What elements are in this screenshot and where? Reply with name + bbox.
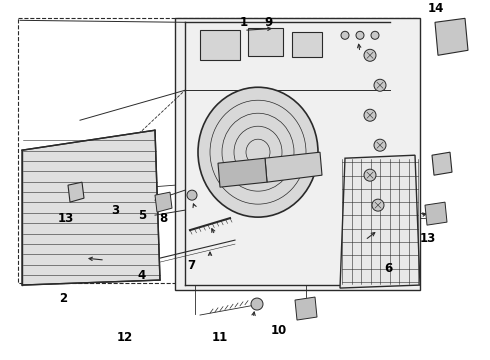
Ellipse shape: [198, 87, 318, 217]
Polygon shape: [432, 152, 452, 175]
Circle shape: [374, 139, 386, 151]
Polygon shape: [435, 18, 468, 55]
Polygon shape: [340, 155, 420, 288]
Bar: [18, 18, 418, 283]
Circle shape: [364, 49, 376, 61]
Text: 5: 5: [138, 209, 146, 222]
Polygon shape: [68, 182, 84, 202]
Bar: [175, 18, 420, 290]
Text: 8: 8: [159, 212, 167, 225]
Text: 13: 13: [420, 231, 436, 244]
Text: 7: 7: [187, 258, 195, 271]
Circle shape: [374, 79, 386, 91]
Bar: [200, 30, 240, 60]
Polygon shape: [218, 158, 267, 187]
Text: 2: 2: [59, 292, 67, 305]
Bar: [292, 32, 322, 57]
Circle shape: [371, 31, 379, 39]
Text: 12: 12: [117, 330, 133, 343]
Text: 4: 4: [138, 269, 146, 282]
Circle shape: [187, 190, 197, 200]
Circle shape: [341, 31, 349, 39]
Circle shape: [364, 109, 376, 121]
Polygon shape: [295, 297, 317, 320]
Polygon shape: [265, 152, 322, 182]
Polygon shape: [425, 202, 447, 225]
Circle shape: [251, 298, 263, 310]
Circle shape: [372, 199, 384, 211]
Bar: [248, 28, 283, 56]
Text: 13: 13: [58, 212, 74, 225]
Polygon shape: [22, 130, 160, 285]
Circle shape: [356, 31, 364, 39]
Text: 11: 11: [212, 330, 228, 343]
Circle shape: [364, 169, 376, 181]
Text: 9: 9: [264, 16, 272, 29]
Text: 10: 10: [271, 324, 287, 337]
Text: 3: 3: [111, 204, 119, 217]
Text: 6: 6: [384, 262, 392, 275]
Text: 1: 1: [240, 16, 248, 29]
Polygon shape: [155, 192, 172, 212]
Text: 14: 14: [428, 2, 444, 15]
